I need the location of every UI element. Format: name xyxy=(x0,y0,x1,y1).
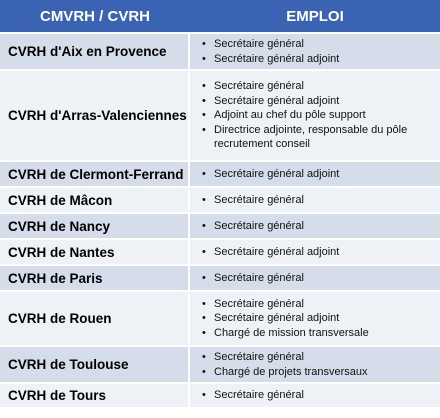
table-header: CMVRH / CVRH EMPLOI xyxy=(0,0,440,34)
job-list: • Secrétaire général xyxy=(198,271,304,286)
bullet-icon: • xyxy=(202,350,206,363)
job-list: • Secrétaire général • Secrétaire général a… xyxy=(198,297,369,341)
cvrh-name: CVRH de Mâcon xyxy=(0,188,190,212)
job-title: Adjoint au chef du pôle support xyxy=(214,109,366,122)
table-body: CVRH d'Aix en Provence • Secrétaire généra… xyxy=(0,34,440,409)
job-title: Secrétaire général xyxy=(214,193,304,206)
cvrh-name: CVRH de Rouen xyxy=(0,292,190,345)
bullet-icon: • xyxy=(202,94,206,107)
job-item: • Chargé de mission transversale xyxy=(198,326,369,341)
emploi-cell: • Secrétaire général • Secrétaire général a… xyxy=(190,292,440,345)
cvrh-name: CVRH de Toulouse xyxy=(0,347,190,382)
job-title: Secrétaire général xyxy=(214,350,304,363)
emploi-cell: • Secrétaire général adjoint xyxy=(190,162,440,186)
job-title: Secrétaire général adjoint xyxy=(214,52,340,65)
header-cvrh: CMVRH / CVRH xyxy=(39,7,150,25)
table-row: CVRH de Mâcon • Secrétaire général xyxy=(0,188,440,214)
bullet-icon: • xyxy=(202,123,206,136)
bullet-icon: • xyxy=(202,326,206,339)
bullet-icon: • xyxy=(202,219,206,232)
emploi-cell: • Secrétaire général xyxy=(190,266,440,290)
job-item: • Secrétaire général xyxy=(198,297,369,312)
job-title: Secrétaire général xyxy=(214,37,304,50)
bullet-icon: • xyxy=(202,365,206,378)
job-item: • Secrétaire général xyxy=(198,219,304,234)
bullet-icon: • xyxy=(202,245,206,258)
emploi-cell: • Secrétaire général • Secrétaire général a… xyxy=(190,34,440,69)
job-item: • Secrétaire général xyxy=(198,388,304,403)
bullet-icon: • xyxy=(202,37,206,50)
job-title: Secrétaire général xyxy=(214,80,304,93)
bullet-icon: • xyxy=(202,271,206,284)
job-title: Secrétaire général adjoint xyxy=(214,245,340,258)
table-row: CVRH de Tours • Secrétaire général xyxy=(0,384,440,409)
job-title: Secrétaire général xyxy=(214,297,304,310)
job-item: • Secrétaire général adjoint xyxy=(198,52,339,67)
table-row: CVRH de Paris • Secrétaire général xyxy=(0,266,440,292)
job-list: • Secrétaire général xyxy=(198,219,304,234)
bullet-icon: • xyxy=(202,193,206,206)
job-title: recrutement conseil xyxy=(214,138,310,151)
emploi-cell: • Secrétaire général xyxy=(190,214,440,238)
job-item: • Secrétaire général adjoint xyxy=(198,94,407,109)
job-item: • Adjoint au chef du pôle support xyxy=(198,108,407,123)
job-item: • Secrétaire général xyxy=(198,79,407,94)
cvrh-name: CVRH de Clermont-Ferrand xyxy=(0,162,190,186)
bullet-icon: • xyxy=(202,389,206,402)
job-list: • Secrétaire général xyxy=(198,388,304,403)
job-list: • Secrétaire général • Secrétaire général a… xyxy=(198,37,339,66)
job-item: • Secrétaire général xyxy=(198,271,304,286)
job-item: • Secrétaire général adjoint xyxy=(198,311,369,326)
cvrh-name: CVRH d'Aix en Provence xyxy=(0,34,190,69)
table-row: CVRH de Clermont-Ferrand • Secrétaire géné… xyxy=(0,162,440,188)
job-title: Chargé de mission transversale xyxy=(214,326,369,339)
job-list: • Secrétaire général xyxy=(198,193,304,208)
bullet-icon: • xyxy=(202,80,206,93)
job-item: • Secrétaire général adjoint xyxy=(198,167,339,182)
table-row: CVRH de Nancy • Secrétaire général xyxy=(0,214,440,240)
job-list: • Secrétaire général adjoint xyxy=(198,167,339,182)
job-list: • Secrétaire général • Chargé de projets tr… xyxy=(198,350,367,379)
table-row: CVRH d'Arras-Valenciennes • Secrétaire gén… xyxy=(0,71,440,162)
emploi-cell: • Secrétaire général xyxy=(190,188,440,212)
job-item: • Secrétaire général adjoint xyxy=(198,245,339,260)
emploi-cell: • Secrétaire général • Chargé de projets tr… xyxy=(190,347,440,382)
job-list: • Secrétaire général adjoint xyxy=(198,245,339,260)
bullet-icon: • xyxy=(202,109,206,122)
job-title: Chargé de projets transversaux xyxy=(214,365,368,378)
job-item: • Directrice adjointe, responsable du pôl… xyxy=(198,123,407,138)
bullet-icon: • xyxy=(202,52,206,65)
table-row: CVRH d'Aix en Provence • Secrétaire généra… xyxy=(0,34,440,71)
job-title: Secrétaire général xyxy=(214,271,304,284)
job-item: • Secrétaire général xyxy=(198,193,304,208)
job-title: Secrétaire général adjoint xyxy=(214,94,340,107)
bullet-icon: • xyxy=(202,297,206,310)
job-title: Secrétaire général xyxy=(214,389,304,402)
table-row: CVRH de Rouen • Secrétaire général • Secréta… xyxy=(0,292,440,347)
cvrh-name: CVRH de Tours xyxy=(0,384,190,407)
cvrh-name: CVRH de Paris xyxy=(0,266,190,290)
emploi-cell: • Secrétaire général adjoint xyxy=(190,240,440,264)
bullet-icon: • xyxy=(202,167,206,180)
job-item: recrutement conseil xyxy=(198,137,407,152)
job-title: Secrétaire général adjoint xyxy=(214,312,340,325)
job-title: Secrétaire général xyxy=(214,219,304,232)
emploi-cell: • Secrétaire général • Secrétaire général a… xyxy=(190,71,440,160)
job-item: • Chargé de projets transversaux xyxy=(198,365,367,380)
cvrh-name: CVRH de Nancy xyxy=(0,214,190,238)
job-item: • Secrétaire général xyxy=(198,350,367,365)
header-emploi: EMPLOI xyxy=(286,7,344,25)
cvrh-name: CVRH de Nantes xyxy=(0,240,190,264)
bullet-icon: • xyxy=(202,312,206,325)
cvrh-name: CVRH d'Arras-Valenciennes xyxy=(0,71,190,160)
emploi-cell: • Secrétaire général xyxy=(190,384,440,407)
job-title: Directrice adjointe, responsable du pôle xyxy=(214,123,408,136)
job-title: Secrétaire général adjoint xyxy=(214,167,340,180)
table-row: CVRH de Nantes • Secrétaire général adjoin… xyxy=(0,240,440,266)
table-row: CVRH de Toulouse • Secrétaire général • Char… xyxy=(0,347,440,384)
job-item: • Secrétaire général xyxy=(198,37,339,52)
job-list: • Secrétaire général • Secrétaire général a… xyxy=(198,79,407,152)
